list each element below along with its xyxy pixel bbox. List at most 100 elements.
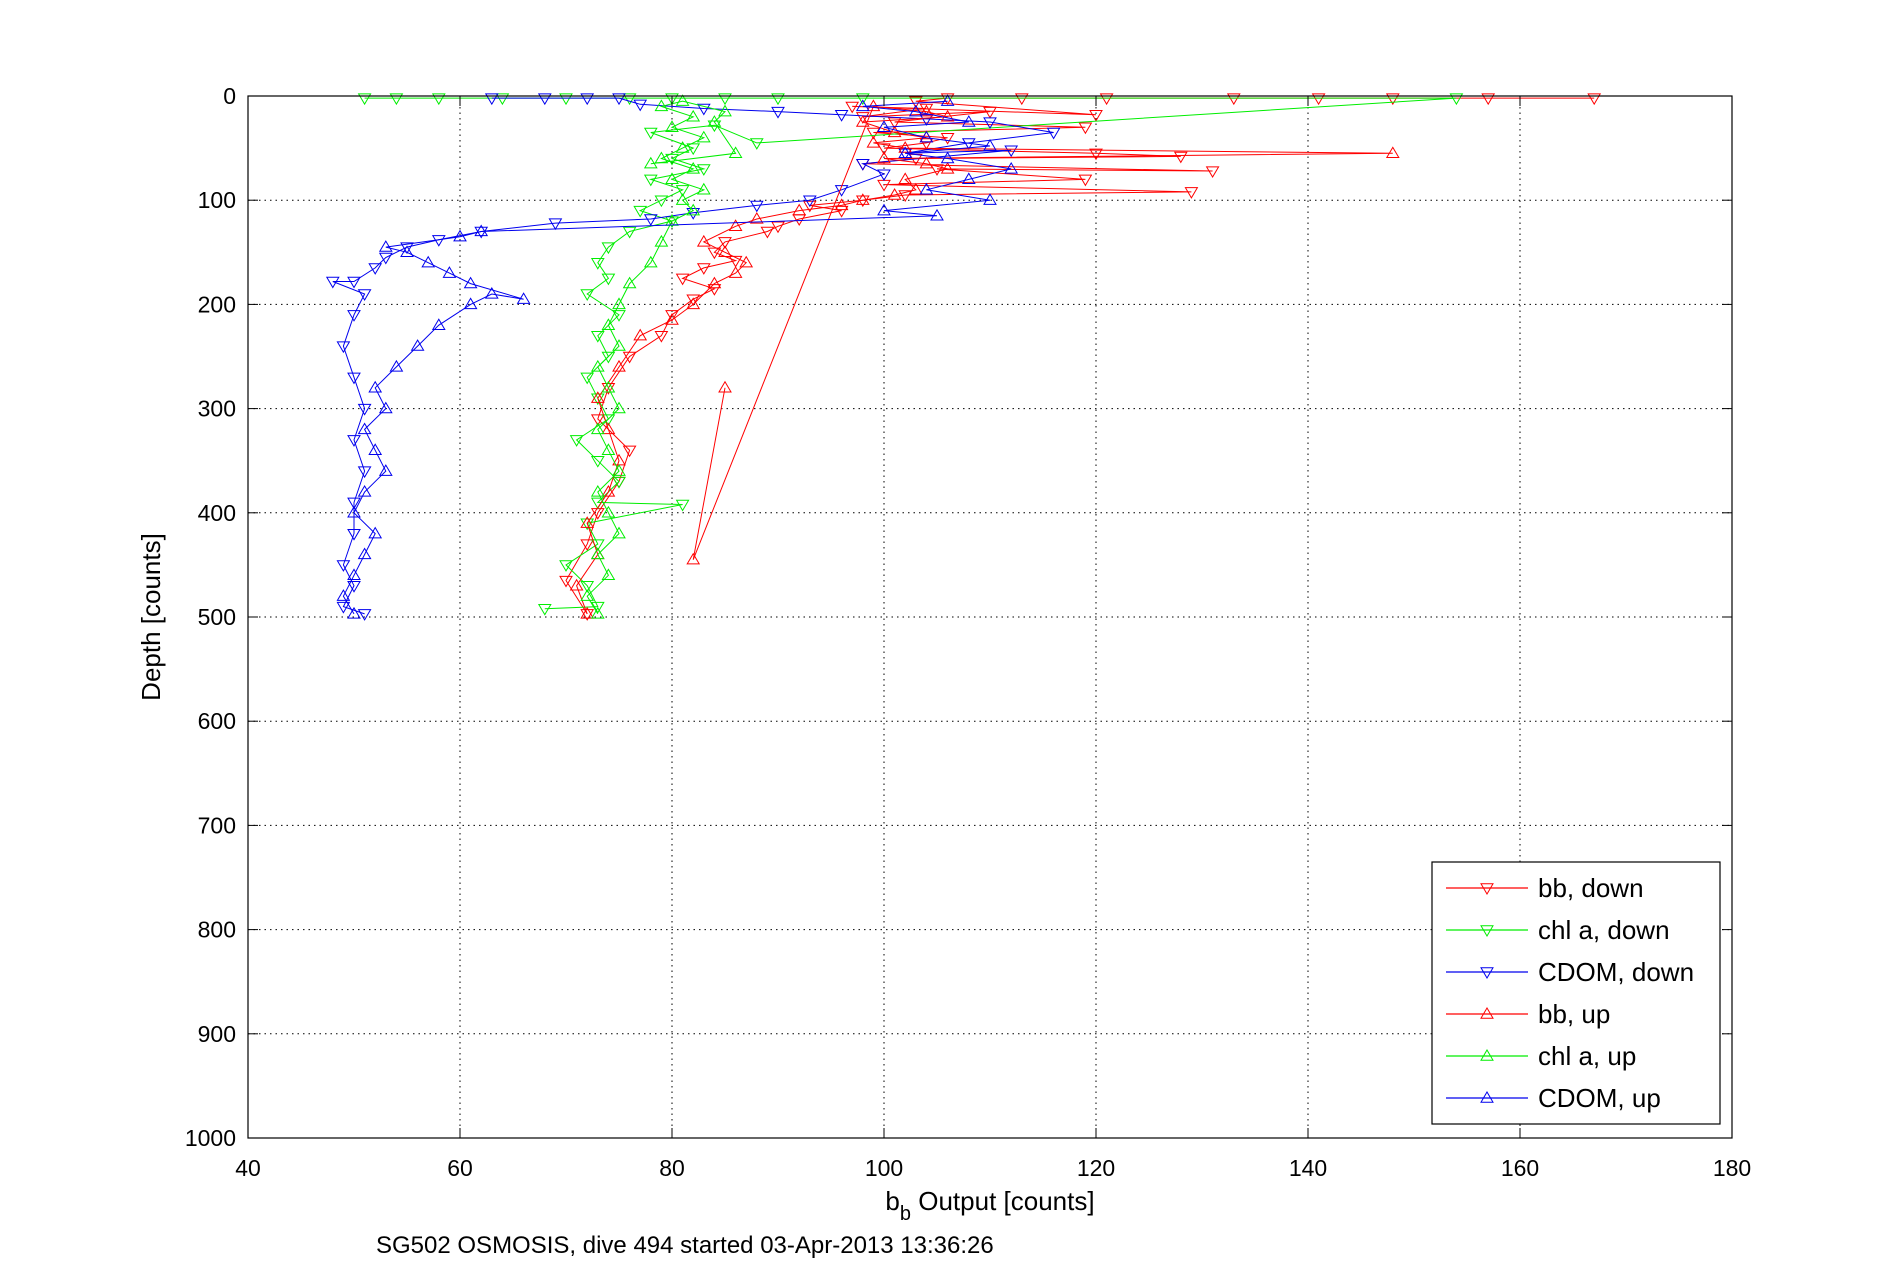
data-point-bb-up bbox=[792, 203, 807, 216]
data-point-chl-a-down bbox=[601, 351, 616, 364]
data-point-bb-up bbox=[739, 255, 754, 268]
data-point-cdom-down bbox=[834, 110, 849, 122]
data-point-chl-a-down bbox=[612, 310, 626, 322]
data-point-chl-a-down bbox=[749, 138, 764, 150]
data-point-bb-down bbox=[940, 93, 955, 106]
data-point-bb-up bbox=[569, 578, 584, 591]
x-tick-label: 100 bbox=[865, 1155, 903, 1181]
data-point-chl-a-down bbox=[559, 93, 573, 106]
data-point-bb-up bbox=[898, 141, 913, 153]
data-point-cdom-down bbox=[484, 93, 499, 106]
data-point-cdom-down bbox=[643, 214, 658, 226]
data-point-bb-down bbox=[855, 112, 870, 124]
legend-item-bb-up: bb, up bbox=[1446, 999, 1610, 1029]
data-point-chl-a-up bbox=[590, 422, 605, 435]
data-point-chl-a-down bbox=[622, 226, 637, 239]
data-point-bb-down bbox=[707, 284, 722, 296]
data-point-cdom-down bbox=[347, 276, 361, 289]
data-point-cdom-up bbox=[431, 318, 446, 330]
data-point-cdom-up bbox=[961, 172, 976, 185]
data-point-bb-down bbox=[580, 539, 595, 552]
y-axis-label: Depth [counts] bbox=[136, 533, 166, 701]
series-line-chl-a-up bbox=[586, 100, 737, 615]
data-point-chl-a-down bbox=[855, 93, 870, 106]
data-point-cdom-up bbox=[484, 286, 499, 299]
data-point-cdom-up bbox=[368, 380, 383, 393]
data-point-bb-down bbox=[622, 351, 637, 364]
data-point-cdom-up bbox=[908, 104, 923, 117]
data-point-cdom-up bbox=[877, 203, 891, 216]
data-point-chl-a-down bbox=[495, 93, 510, 106]
data-point-cdom-up bbox=[421, 255, 436, 268]
legend-label: CDOM, up bbox=[1538, 1083, 1661, 1113]
data-point-cdom-up bbox=[410, 339, 425, 351]
data-point-cdom-down bbox=[400, 242, 414, 255]
data-point-bb-up bbox=[866, 135, 881, 148]
data-point-chl-a-up bbox=[675, 193, 690, 205]
data-point-bb-up bbox=[887, 125, 902, 138]
data-point-chl-a-down bbox=[654, 195, 669, 208]
data-point-bb-down bbox=[940, 132, 955, 145]
data-point-chl-a-down bbox=[612, 476, 626, 489]
data-point-chl-a-down bbox=[718, 93, 732, 106]
data-point-bb-down bbox=[1226, 93, 1241, 106]
data-point-cdom-up bbox=[347, 606, 361, 619]
legend-label: bb, down bbox=[1538, 873, 1644, 903]
data-point-bb-up bbox=[718, 245, 732, 257]
data-point-bb-down bbox=[590, 414, 605, 427]
data-point-chl-a-up bbox=[718, 104, 732, 117]
data-point-bb-up bbox=[877, 151, 891, 164]
data-point-cdom-up bbox=[940, 94, 955, 106]
data-point-chl-a-down bbox=[590, 258, 605, 270]
data-point-chl-a-down bbox=[389, 93, 404, 106]
data-point-bb-up bbox=[686, 297, 701, 310]
data-point-cdom-down bbox=[357, 403, 372, 416]
x-tick-label: 140 bbox=[1289, 1155, 1327, 1181]
data-point-chl-a-up bbox=[707, 115, 722, 127]
data-point-bb-down bbox=[654, 330, 669, 343]
data-point-chl-a-down bbox=[665, 93, 679, 106]
data-point-chl-a-up bbox=[612, 297, 626, 310]
data-point-chl-a-down bbox=[601, 242, 616, 255]
legend-swatch-marker bbox=[1480, 1007, 1494, 1019]
data-point-cdom-up bbox=[961, 115, 976, 127]
data-point-bb-up bbox=[919, 156, 934, 169]
data-point-chl-a-up bbox=[601, 380, 616, 393]
legend-label: chl a, down bbox=[1538, 915, 1670, 945]
data-point-chl-a-up bbox=[675, 94, 690, 106]
legend-swatch-marker bbox=[1480, 883, 1494, 895]
data-point-bb-up bbox=[749, 211, 764, 224]
data-point-chl-a-down bbox=[590, 456, 605, 468]
data-point-chl-a-down bbox=[580, 289, 595, 301]
data-point-chl-a-up bbox=[686, 161, 701, 174]
data-point-cdom-down bbox=[368, 263, 383, 275]
data-point-bb-down bbox=[1089, 148, 1103, 161]
data-point-chl-a-down bbox=[686, 143, 701, 156]
data-point-bb-up bbox=[855, 115, 870, 127]
data-point-bb-down bbox=[1481, 93, 1496, 106]
data-point-cdom-up bbox=[336, 589, 351, 601]
data-point-cdom-down bbox=[431, 235, 446, 247]
data-point-bb-down bbox=[1205, 166, 1220, 179]
data-point-bb-up bbox=[707, 276, 722, 289]
data-point-bb-down bbox=[908, 96, 923, 109]
data-point-cdom-up bbox=[357, 547, 372, 560]
data-point-bb-down bbox=[1385, 93, 1400, 106]
x-tick-label: 60 bbox=[447, 1155, 473, 1181]
data-point-chl-a-up bbox=[601, 318, 616, 330]
data-point-chl-a-up bbox=[590, 359, 605, 372]
y-tick-label: 300 bbox=[198, 396, 236, 422]
data-point-bb-up bbox=[601, 484, 616, 497]
data-point-cdom-up bbox=[368, 443, 383, 455]
data-point-chl-a-up bbox=[665, 172, 679, 185]
data-point-chl-a-up bbox=[601, 568, 616, 581]
data-point-cdom-up bbox=[453, 229, 467, 242]
data-point-chl-a-up bbox=[675, 141, 690, 153]
y-tick-label: 800 bbox=[198, 917, 236, 943]
data-point-bb-up bbox=[940, 109, 955, 122]
data-point-cdom-down bbox=[336, 341, 351, 354]
series-line-bb-down bbox=[565, 97, 1595, 615]
data-point-chl-a-down bbox=[357, 93, 372, 106]
x-axis-label: bb Output [counts] bbox=[885, 1186, 1094, 1225]
data-point-bb-down bbox=[802, 200, 817, 213]
